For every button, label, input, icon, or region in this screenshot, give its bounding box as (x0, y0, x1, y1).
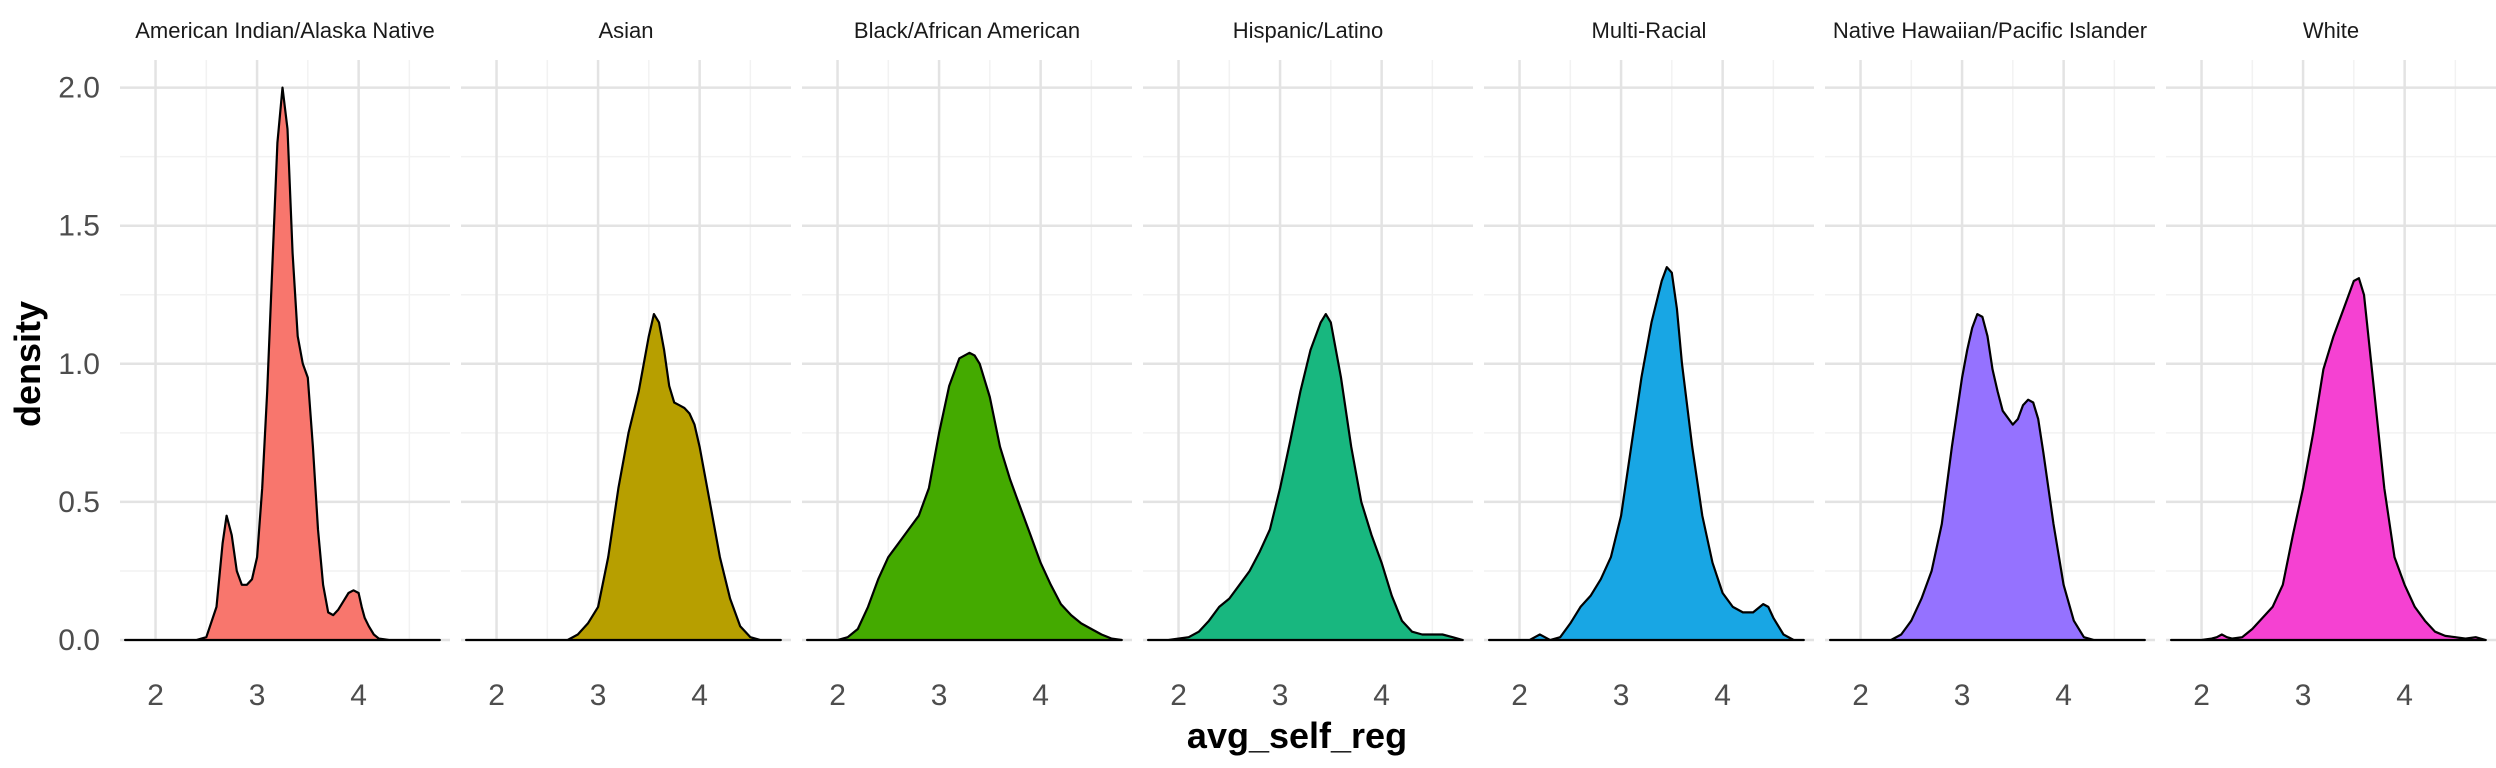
y-axis-title: density (7, 301, 48, 427)
x-tick-label: 4 (350, 679, 367, 712)
x-tick-label: 2 (829, 679, 846, 712)
x-tick-label: 2 (147, 679, 164, 712)
x-tick-label: 2 (488, 679, 505, 712)
x-tick-label: 4 (1032, 679, 1049, 712)
x-tick-label: 3 (249, 679, 266, 712)
density-area-asian (465, 313, 782, 642)
x-tick-label: 4 (1714, 679, 1731, 712)
x-tick-label: 4 (2055, 679, 2072, 712)
facet-strip-label: Hispanic/Latino (1233, 18, 1383, 43)
x-tick-label: 3 (1954, 679, 1971, 712)
density-area-american-indian-alaska-native (124, 86, 441, 642)
x-tick-label: 4 (1373, 679, 1390, 712)
y-tick-label: 1.5 (58, 210, 100, 243)
x-tick-label: 3 (2295, 679, 2312, 712)
x-tick-label: 4 (2396, 679, 2413, 712)
x-tick-label: 2 (1852, 679, 1869, 712)
facet-strip-label: Native Hawaiian/Pacific Islander (1833, 18, 2147, 43)
y-tick-label: 0.0 (58, 624, 100, 657)
y-tick-label: 1.0 (58, 348, 100, 381)
x-tick-label: 2 (1511, 679, 1528, 712)
facet-panel-black-african-american: Black/African American 2 3 4 (802, 18, 1132, 712)
facet-panel-multi-racial: Multi-Racial 2 3 4 (1484, 18, 1814, 712)
y-axis: 0.0 0.5 1.0 1.5 2.0 (58, 72, 100, 657)
facet-strip-label: American Indian/Alaska Native (135, 18, 435, 43)
density-area-multi-racial (1488, 266, 1805, 642)
x-axis-title: avg_self_reg (1187, 715, 1407, 756)
x-tick-label: 4 (691, 679, 708, 712)
x-tick-label: 3 (590, 679, 607, 712)
x-tick-label: 2 (1170, 679, 1187, 712)
facet-panel-white: White 2 3 4 (2166, 18, 2496, 712)
facet-strip-label: Multi-Racial (1592, 18, 1707, 43)
density-area-native-hawaiian-pacific-islander (1829, 313, 2146, 642)
facet-panel-hispanic-latino: Hispanic/Latino 2 3 4 (1143, 18, 1473, 712)
density-area-white (2170, 277, 2487, 642)
density-area-hispanic-latino (1147, 313, 1464, 642)
facet-strip-label: White (2303, 18, 2359, 43)
facet-panels: American Indian/Alaska Native 2 3 4 Asian 2 3 4… (120, 18, 2496, 712)
facet-panel-american-indian-alaska-native: American Indian/Alaska Native 2 3 4 (120, 18, 450, 712)
facet-strip-label: Black/African American (854, 18, 1080, 43)
y-tick-label: 2.0 (58, 72, 100, 105)
facet-panel-asian: Asian 2 3 4 (461, 18, 791, 712)
x-tick-label: 3 (931, 679, 948, 712)
x-tick-label: 3 (1272, 679, 1289, 712)
x-tick-label: 2 (2193, 679, 2210, 712)
x-tick-label: 3 (1613, 679, 1630, 712)
facet-strip-label: Asian (598, 18, 653, 43)
y-tick-label: 0.5 (58, 486, 100, 519)
facet-panel-native-hawaiian-pacific-islander: Native Hawaiian/Pacific Islander 2 3 4 (1825, 18, 2155, 712)
density-area-black-african-american (806, 351, 1123, 642)
